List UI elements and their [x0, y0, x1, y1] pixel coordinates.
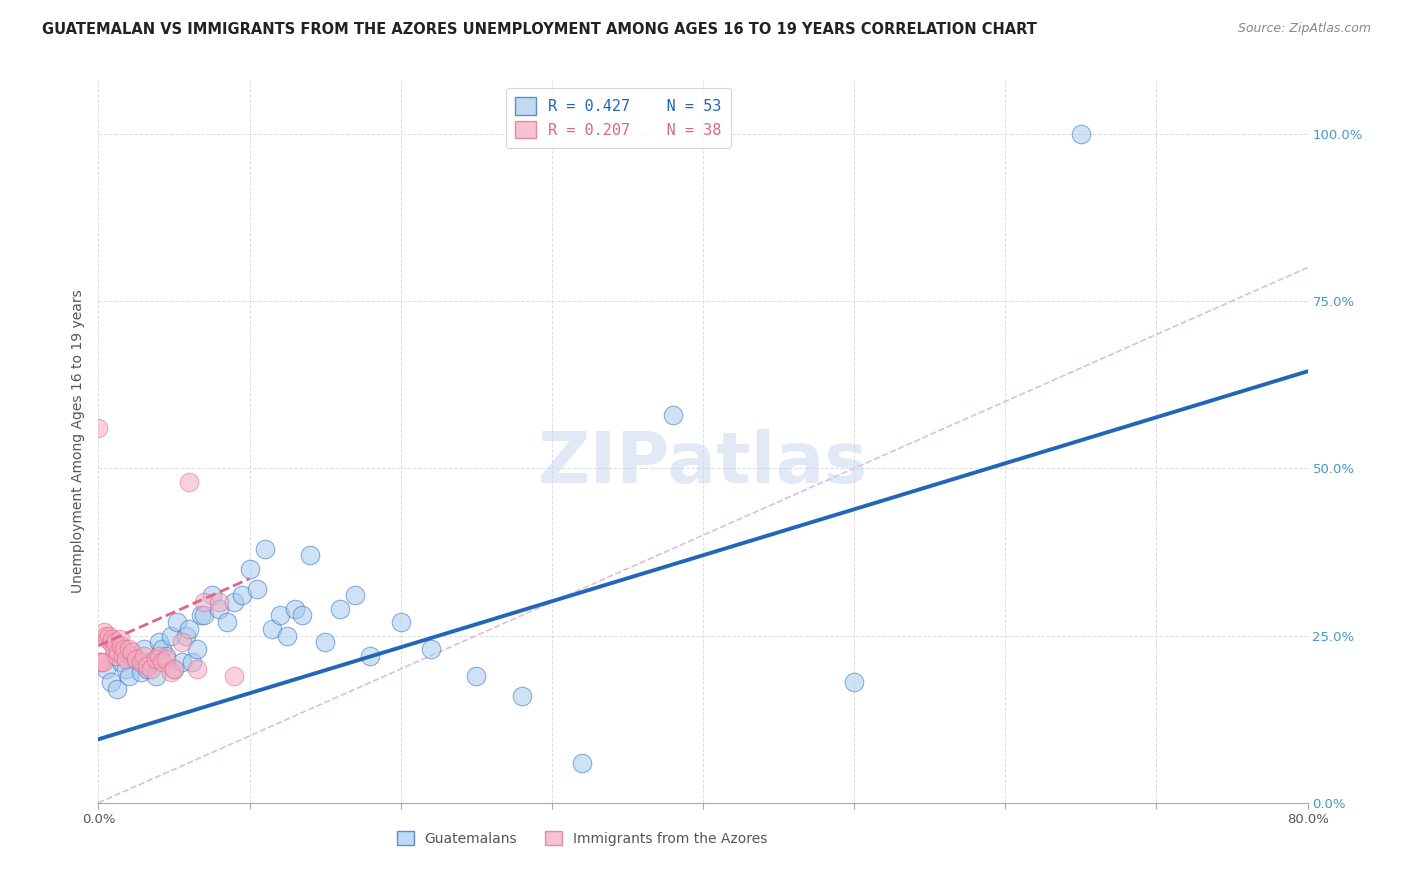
Point [125, 652, 148, 666]
Point [148, 635, 170, 649]
Point [118, 669, 141, 683]
Point [166, 615, 188, 630]
Point [112, 642, 135, 657]
Point [104, 635, 127, 649]
Point [276, 628, 298, 642]
Legend: Guatemalans, Immigrants from the Azores: Guatemalans, Immigrants from the Azores [392, 827, 772, 850]
Text: Source: ZipAtlas.com: Source: ZipAtlas.com [1237, 22, 1371, 36]
Point [163, 662, 186, 676]
Point [145, 652, 167, 666]
Point [111, 648, 134, 663]
Point [160, 665, 183, 680]
Point [186, 642, 208, 657]
Point [344, 589, 367, 603]
Point [100, 675, 122, 690]
Point [155, 652, 177, 666]
Point [420, 642, 443, 657]
Point [96, 632, 118, 646]
Point [121, 645, 143, 659]
Point [103, 642, 125, 657]
Point [510, 689, 533, 703]
Point [174, 628, 197, 642]
Point [190, 608, 212, 623]
Point [193, 608, 215, 623]
Point [145, 669, 167, 683]
Point [93, 625, 115, 640]
Point [160, 628, 183, 642]
Point [107, 645, 129, 659]
Point [224, 669, 246, 683]
Point [208, 595, 231, 609]
Point [170, 655, 193, 669]
Point [193, 595, 215, 609]
Point [299, 548, 322, 563]
Point [89, 655, 111, 669]
Point [150, 642, 173, 657]
Point [110, 639, 132, 653]
Point [103, 648, 125, 663]
Point [360, 648, 382, 663]
Point [94, 662, 117, 676]
Point [844, 675, 866, 690]
Point [141, 662, 163, 676]
Point [389, 615, 412, 630]
Point [246, 582, 269, 596]
Point [91, 655, 114, 669]
Point [110, 655, 132, 669]
Point [150, 655, 173, 669]
Point [118, 642, 141, 657]
Point [114, 652, 136, 666]
Point [181, 655, 204, 669]
Point [129, 665, 152, 680]
Point [132, 648, 155, 663]
Point [661, 408, 683, 422]
Point [101, 632, 124, 646]
Point [94, 628, 117, 642]
Point [87, 421, 110, 435]
Point [179, 475, 201, 489]
Point [201, 589, 224, 603]
Point [121, 648, 143, 663]
Point [186, 662, 208, 676]
Point [231, 589, 253, 603]
Point [105, 681, 128, 696]
Point [170, 635, 193, 649]
Text: GUATEMALAN VS IMMIGRANTS FROM THE AZORES UNEMPLOYMENT AMONG AGES 16 TO 19 YEARS : GUATEMALAN VS IMMIGRANTS FROM THE AZORES… [42, 22, 1038, 37]
Y-axis label: Unemployment Among Ages 16 to 19 years: Unemployment Among Ages 16 to 19 years [70, 290, 84, 593]
Point [108, 632, 131, 646]
Point [114, 662, 136, 676]
Point [135, 662, 157, 676]
Point [208, 602, 231, 616]
Point [155, 648, 177, 663]
Point [148, 648, 170, 663]
Point [129, 655, 152, 669]
Point [215, 615, 238, 630]
Point [132, 642, 155, 657]
Point [125, 652, 148, 666]
Point [329, 602, 352, 616]
Point [98, 628, 121, 642]
Point [179, 622, 201, 636]
Point [291, 608, 314, 623]
Text: ZIPatlas: ZIPatlas [538, 429, 868, 498]
Point [239, 562, 262, 576]
Point [224, 595, 246, 609]
Point [284, 602, 307, 616]
Point [135, 658, 157, 673]
Point [262, 622, 284, 636]
Point [571, 756, 593, 770]
Point [269, 608, 291, 623]
Point [90, 655, 112, 669]
Point [1070, 127, 1092, 141]
Point [314, 635, 336, 649]
Point [105, 648, 128, 663]
Point [163, 662, 186, 676]
Point [465, 669, 488, 683]
Point [141, 655, 163, 669]
Point [253, 541, 276, 556]
Point [100, 635, 122, 649]
